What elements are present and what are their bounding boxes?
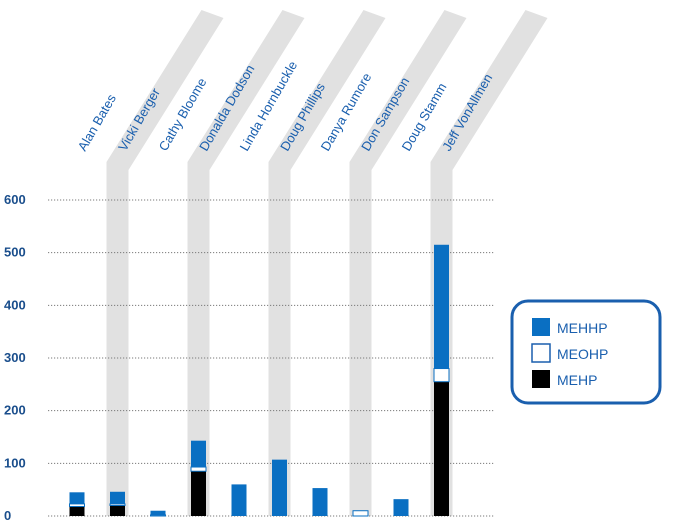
bar-jeff-vonallmen-mehp — [434, 381, 449, 516]
bar-vicki-berger-mehp — [110, 505, 125, 516]
bar-jeff-vonallmen-mehhp — [434, 244, 449, 369]
bar-donalda-dodson-meohp — [190, 466, 207, 472]
legend-label-mehp: MEHP — [557, 372, 597, 388]
legend-label-mehhp: MEHHP — [557, 320, 608, 336]
legend: MEHHP MEOHP MEHP — [510, 299, 662, 405]
gridlines — [48, 199, 494, 517]
y-tick-label-500: 500 — [4, 245, 26, 260]
bar-doug-phillips-mehhp — [272, 459, 287, 516]
y-tick-label-600: 600 — [4, 192, 26, 207]
bar-donalda-dodson-mehp — [191, 471, 206, 516]
stripe-don-sampson — [349, 10, 467, 516]
stripe-donalda-dodson — [187, 10, 305, 516]
y-axis: 0 100 200 300 400 500 600 — [4, 192, 26, 523]
y-tick-label-400: 400 — [4, 297, 26, 312]
legend-swatch-mehhp — [532, 318, 550, 336]
bar-vicki-berger-mehhp — [110, 491, 125, 504]
legend-swatch-mehp — [532, 370, 550, 388]
y-tick-label-200: 200 — [4, 403, 26, 418]
bars — [69, 244, 450, 517]
bar-donalda-dodson-mehhp — [191, 440, 206, 468]
bar-alan-bates-mehp — [69, 506, 85, 516]
stripe-vicki-berger — [106, 10, 224, 516]
bar-alan-bates-mehhp — [69, 492, 85, 504]
bar-jeff-vonallmen-meohp — [433, 368, 450, 383]
bar-vicki-berger-meohp — [109, 503, 126, 506]
y-tick-label-300: 300 — [4, 350, 26, 365]
legend-swatch-meohp — [531, 343, 551, 363]
y-tick-label-0: 0 — [4, 508, 11, 523]
column-stripes — [106, 10, 548, 516]
bar-cathy-bloome-mehhp — [150, 510, 166, 515]
bar-linda-hornbuckle-mehhp — [231, 484, 247, 516]
bar-danya-rumore-mehhp — [312, 488, 328, 516]
stripe-jeff-vonallmen — [430, 10, 548, 516]
bar-doug-stamm-mehhp — [393, 499, 409, 516]
category-label-alan-bates: Alan Bates — [75, 91, 120, 153]
legend-label-meohp: MEOHP — [557, 346, 608, 362]
bar-cathy-bloome-meohp — [150, 514, 166, 517]
bar-alan-bates-meohp — [69, 503, 85, 508]
bar-don-sampson-meohp — [352, 510, 369, 517]
stripe-doug-phillips — [268, 10, 386, 516]
y-tick-label-100: 100 — [4, 455, 26, 470]
